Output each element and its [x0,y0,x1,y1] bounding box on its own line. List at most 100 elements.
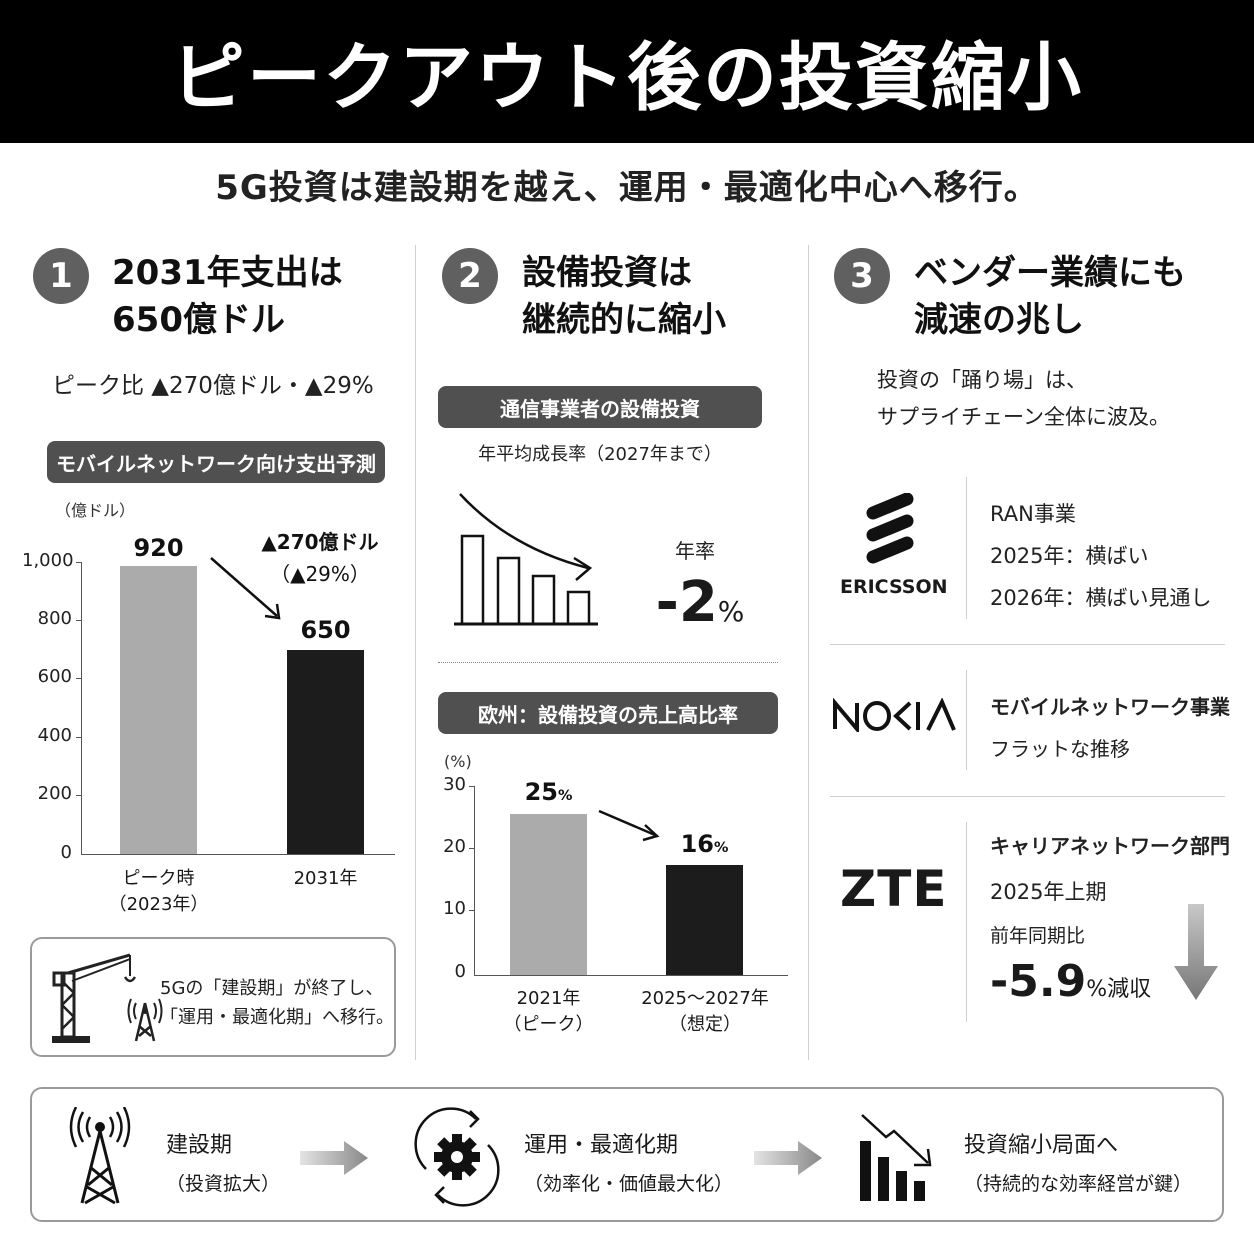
section1-title: 2031年支出は 650億ドル [112,250,343,344]
detail-line2: 2026年：横ばい見通し [990,586,1212,610]
flow-step-2: 運用・最適化期 （効率化・価値最大化） [524,1127,733,1203]
page-title: ピークアウト後の投資縮小 [171,35,1083,121]
bar-peak-2023 [120,566,197,854]
flow-sub: （投資拡大） [166,1173,281,1195]
tower-icon [69,1107,131,1205]
declining-bars-arrow-icon [454,493,598,626]
vendor-nokia: モバイルネットワーク事業 フラットな推移 [830,670,1230,775]
zte-comparison: 前年同期比 [990,925,1086,947]
value-unit: % [713,840,729,856]
x-category: 2031年 [267,866,384,892]
desc-line2: サプライチェーン全体に波及。 [877,405,1170,429]
y-tick: 0 [454,961,466,982]
x-category: 2025〜2027年 （想定） [630,986,780,1038]
annotation-line2: （▲29%） [270,562,370,586]
bar-value-label: 650 [300,616,351,644]
category-line1: 2021年 [516,988,581,1009]
ericsson-details: RAN事業 2025年：横ばい 2026年：横ばい見通し [990,493,1211,619]
y-tick: 200 [37,783,72,804]
flow-step-1: 建設期 （投資拡大） [166,1127,280,1203]
column-divider [415,245,416,1060]
flow-arrow-icon [754,1141,822,1175]
down-arrow-icon [1174,904,1218,1000]
section3-title-line2: 減速の兆し [914,300,1084,340]
vendor-divider [966,822,967,1022]
flow-sub: （効率化・価値最大化） [524,1173,734,1195]
gear-cycle-icon [414,1107,500,1207]
tick-mark [469,910,474,911]
dotted-divider [438,662,778,663]
ericsson-wordmark: ERICSSON [840,576,948,598]
zte-value-suffix: 減収 [1107,977,1152,1002]
section3-title-line1: ベンダー業績にも [914,253,1186,293]
section2-title-line2: 継続的に縮小 [522,300,726,340]
arrow-down-right-icon [210,557,281,620]
category-line1: ピーク時 [122,868,195,889]
flow-sub: （持続的な効率経営が鍵） [964,1173,1193,1195]
section1-title-line2: 650億ドル [112,300,285,340]
annotation-line1: ▲270億ドル [261,530,379,554]
tick-mark [469,786,474,787]
zte-segment: キャリアネットワーク部門 [990,834,1230,858]
nokia-details: モバイルネットワーク事業 フラットな推移 [990,686,1230,770]
bar-2025-2027 [666,865,743,975]
zte-logo: ZTE [840,860,948,918]
section2-title-line1: 設備投資は [522,253,692,293]
rate-value: -2% [640,570,760,635]
category-line2: （想定） [669,1014,741,1035]
bar-value-label: 25% [510,778,587,806]
rate-number: -2 [655,570,718,635]
section3-title: ベンダー業績にも 減速の兆し [914,250,1186,344]
bar-value-label: 920 [133,534,184,562]
tick-mark [76,737,81,738]
column-divider [808,245,809,1060]
detail-line1: 2025年：横ばい [990,544,1149,568]
nokia-logo-icon [833,698,956,732]
vendor-zte: ZTE キャリアネットワーク部門 2025年上期 前年同期比 -5.9%減収 [830,818,1230,1028]
detail-line1: フラットな推移 [990,737,1130,761]
x-category: ピーク時 （2023年） [100,866,217,918]
category-line2: （ピーク） [503,1014,594,1035]
x-axis [474,975,788,976]
zte-value: -5.9%減収 [990,956,1151,1007]
cagr-label: 年平均成長率（2027年まで） [478,444,722,465]
bar-2021 [510,814,587,975]
section-number-1: 1 [33,248,89,304]
x-axis [81,854,395,855]
flow-step-3: 投資縮小局面へ （持続的な効率経営が鍵） [964,1127,1192,1203]
bar-value-label: 16% [666,830,743,858]
section-number-2: 2 [442,248,498,304]
vendor-separator [830,644,1225,645]
section2-title: 設備投資は 継続的に縮小 [522,250,726,344]
y-axis [81,562,82,854]
chart1-unit-label: （億ドル） [55,501,136,520]
note-line1: 5Gの「建設期」が終了し、 [160,978,384,999]
page-subtitle: 5G投資は建設期を越え、運用・最適化中心へ移行。 [215,168,1039,208]
value-num: 25 [524,778,558,806]
y-tick: 10 [443,898,466,919]
flow-title: 運用・最適化期 [524,1133,679,1158]
construction-note-box: 5Gの「建設期」が終了し、 「運用・最適化期」へ移行。 [30,937,396,1057]
zte-value-number: -5.9 [990,956,1087,1007]
tick-mark [76,562,81,563]
y-tick: 800 [37,608,72,629]
vendor-divider [966,670,967,770]
tick-mark [469,848,474,849]
chart1-annotation: ▲270億ドル （▲29%） [245,526,395,590]
section-number-3: 3 [834,248,890,304]
vendor-ericsson: ERICSSON RAN事業 2025年：横ばい 2026年：横ばい見通し [830,475,1225,625]
chart1-title-pill: モバイルネットワーク向け支出予測 [47,441,385,483]
header-banner: ピークアウト後の投資縮小 [0,0,1254,143]
declining-bars-icon [860,1114,932,1201]
zte-period: 2025年上期 [990,880,1107,904]
construction-note-text: 5Gの「建設期」が終了し、 「運用・最適化期」へ移行。 [160,974,394,1032]
rate-unit: % [717,595,745,628]
category-line1: 2031年 [293,868,358,889]
y-axis [474,786,475,975]
chart2-unit-label: (%) [444,752,472,771]
flow-title: 投資縮小局面へ [964,1133,1119,1158]
flow-arrow-icon [300,1141,368,1175]
rate-label: 年率 [675,539,715,563]
value-num: 16 [680,830,714,858]
vendor-divider [966,477,967,619]
